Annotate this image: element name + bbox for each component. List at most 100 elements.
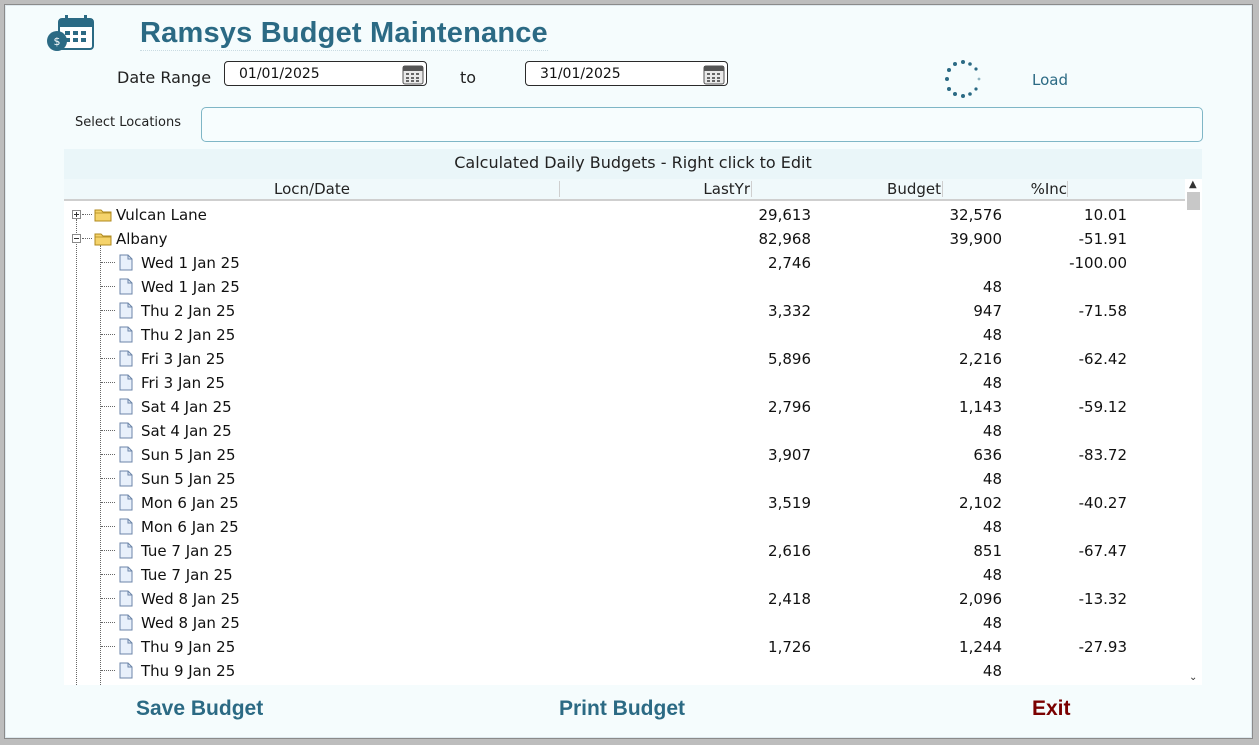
document-icon: [119, 422, 133, 439]
tree-line: [101, 382, 115, 383]
to-date-field[interactable]: 31/01/2025: [525, 61, 728, 86]
load-button[interactable]: Load: [1032, 71, 1068, 89]
calendar-icon[interactable]: [402, 63, 424, 85]
grid-caption: Calculated Daily Budgets - Right click t…: [64, 149, 1202, 179]
select-locations-label: Select Locations: [75, 115, 181, 130]
scroll-down-icon[interactable]: ⌄: [1189, 672, 1198, 683]
row-inc: -71.58: [1078, 302, 1127, 320]
tree-row-date[interactable]: Sun 5 Jan 25 3,907 636 -83.72: [64, 443, 1185, 467]
document-icon: [119, 470, 133, 487]
row-locn-date: Wed 8 Jan 25: [141, 590, 240, 608]
row-locn-date: Tue 7 Jan 25: [141, 566, 233, 584]
print-budget-button[interactable]: Print Budget: [559, 697, 685, 720]
row-locn-date: Sat 4 Jan 25: [141, 422, 232, 440]
tree-line: [100, 245, 101, 685]
row-budget: 39,900: [949, 230, 1003, 248]
row-locn-date: Mon 6 Jan 25: [141, 518, 239, 536]
column-header-locn-date[interactable]: Locn/Date: [274, 180, 350, 198]
row-budget: 32,576: [949, 206, 1003, 224]
document-icon: [119, 254, 133, 271]
row-budget: 48: [982, 566, 1002, 584]
row-inc: -13.32: [1078, 590, 1127, 608]
column-separator[interactable]: [751, 181, 752, 197]
tree-row-date[interactable]: Fri 3 Jan 25 48: [64, 371, 1185, 395]
tree-row-date[interactable]: Sat 4 Jan 25 2,796 1,143 -59.12: [64, 395, 1185, 419]
row-locn-date: Wed 8 Jan 25: [141, 614, 240, 632]
tree-row-date[interactable]: Tue 7 Jan 25 2,616 851 -67.47: [64, 539, 1185, 563]
document-icon: [119, 350, 133, 367]
tree-row-date[interactable]: Wed 8 Jan 25 48: [64, 611, 1185, 635]
row-budget: 48: [982, 374, 1002, 392]
calendar-money-icon: $: [47, 15, 94, 51]
row-budget: 48: [982, 662, 1002, 680]
scroll-thumb[interactable]: [1187, 192, 1200, 210]
document-icon: [119, 326, 133, 343]
row-lastyr: 29,613: [758, 206, 812, 224]
tree-row-date[interactable]: Thu 2 Jan 25 3,332 947 -71.58: [64, 299, 1185, 323]
column-header-lastyr[interactable]: LastYr: [703, 180, 750, 198]
save-budget-button[interactable]: Save Budget: [136, 697, 264, 720]
row-lastyr: 1,726: [768, 638, 811, 656]
tree-row-date[interactable]: Mon 6 Jan 25 3,519 2,102 -40.27: [64, 491, 1185, 515]
tree-row-date[interactable]: Mon 6 Jan 25 48: [64, 515, 1185, 539]
budget-tree-grid[interactable]: Calculated Daily Budgets - Right click t…: [64, 149, 1202, 685]
document-icon: [119, 446, 133, 463]
locations-field[interactable]: [201, 107, 1203, 142]
tree-row-date[interactable]: Sun 5 Jan 25 48: [64, 467, 1185, 491]
column-header-budget[interactable]: Budget: [887, 180, 941, 198]
document-icon: [119, 542, 133, 559]
calendar-icon[interactable]: [703, 63, 725, 85]
row-budget: 2,102: [959, 494, 1002, 512]
page-title: Ramsys Budget Maintenance: [140, 17, 548, 51]
collapse-icon[interactable]: [72, 234, 81, 243]
row-locn-date: Thu 9 Jan 25: [141, 638, 236, 656]
row-lastyr: 3,907: [768, 446, 811, 464]
row-inc: -62.42: [1078, 350, 1127, 368]
column-separator[interactable]: [559, 181, 560, 197]
tree-row-date[interactable]: Thu 9 Jan 25 1,726 1,244 -27.93: [64, 635, 1185, 659]
expand-icon[interactable]: [72, 210, 81, 219]
tree-line: [101, 262, 115, 263]
row-budget: 48: [982, 278, 1002, 296]
column-separator[interactable]: [1067, 181, 1068, 197]
tree-line: [101, 622, 115, 623]
vertical-scrollbar[interactable]: ▲ ⌄: [1185, 179, 1202, 685]
tree-row-date[interactable]: Fri 3 Jan 25 5,896 2,216 -62.42: [64, 347, 1185, 371]
row-budget: 2,216: [959, 350, 1002, 368]
row-locn-date: Albany: [116, 230, 168, 248]
tree-line: [101, 310, 115, 311]
row-inc: -67.47: [1078, 542, 1127, 560]
tree-row-location[interactable]: Albany 82,968 39,900 -51.91: [64, 227, 1185, 251]
to-date-value: 31/01/2025: [540, 66, 621, 82]
column-header-inc[interactable]: %Inc: [1030, 180, 1067, 198]
from-date-field[interactable]: 01/01/2025: [224, 61, 427, 86]
row-locn-date: Thu 2 Jan 25: [141, 326, 236, 344]
document-icon: [119, 590, 133, 607]
loading-spinner-icon: [945, 60, 981, 98]
row-budget: 1,143: [959, 398, 1002, 416]
tree-line: [101, 526, 115, 527]
row-budget: 48: [982, 470, 1002, 488]
tree-row-location[interactable]: Vulcan Lane 29,613 32,576 10.01: [64, 203, 1185, 227]
row-lastyr: 3,519: [768, 494, 811, 512]
tree-row-date[interactable]: Tue 7 Jan 25 48: [64, 563, 1185, 587]
row-locn-date: Sun 5 Jan 25: [141, 470, 236, 488]
tree-row-date[interactable]: Wed 1 Jan 25 48: [64, 275, 1185, 299]
exit-button[interactable]: Exit: [1032, 697, 1071, 720]
row-inc: -40.27: [1078, 494, 1127, 512]
tree-line: [101, 334, 115, 335]
row-inc: 10.01: [1084, 206, 1127, 224]
tree-line: [82, 214, 92, 215]
tree-row-date[interactable]: Wed 1 Jan 25 2,746 -100.00: [64, 251, 1185, 275]
scroll-up-icon[interactable]: ▲: [1189, 179, 1197, 190]
tree-row-date[interactable]: Thu 2 Jan 25 48: [64, 323, 1185, 347]
tree-row-date[interactable]: Thu 9 Jan 25 48: [64, 659, 1185, 683]
column-separator[interactable]: [942, 181, 943, 197]
date-range-label: Date Range: [117, 68, 212, 87]
document-icon: [119, 374, 133, 391]
row-locn-date: Wed 1 Jan 25: [141, 254, 240, 272]
tree-row-date[interactable]: Sat 4 Jan 25 48: [64, 419, 1185, 443]
tree-line: [101, 502, 115, 503]
tree-line: [101, 358, 115, 359]
tree-row-date[interactable]: Wed 8 Jan 25 2,418 2,096 -13.32: [64, 587, 1185, 611]
